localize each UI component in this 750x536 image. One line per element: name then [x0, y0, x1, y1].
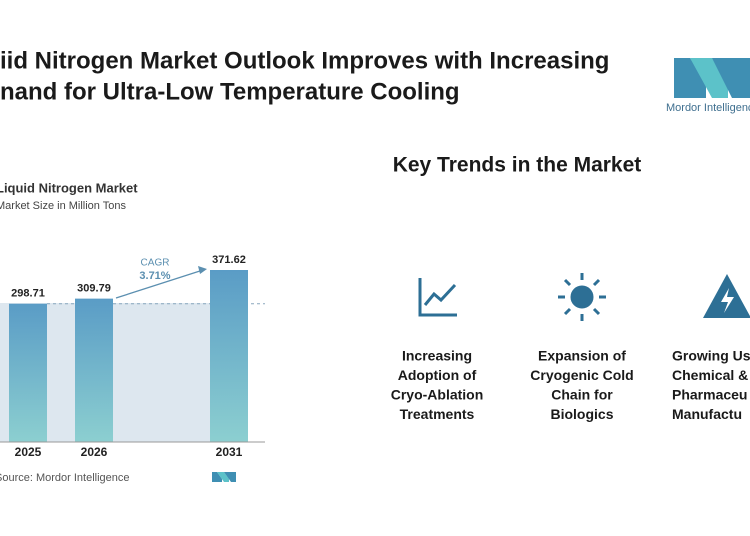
icon-ray [563, 307, 572, 316]
value-label: 371.62 [212, 254, 246, 266]
trend-text: Cryogenic Cold [530, 367, 633, 383]
chart-title: Liquid Nitrogen Market [0, 180, 138, 195]
title-line: iid Nitrogen Market Outlook Improves wit… [0, 47, 609, 74]
trends-heading: Key Trends in the Market [393, 154, 642, 177]
icon-ray [592, 278, 601, 287]
icon-sun [558, 273, 606, 321]
cagr-arrowhead [198, 266, 207, 274]
trend-text: Adoption of [398, 367, 477, 383]
trend-text: Growing Us [672, 348, 750, 364]
icon-ray [563, 278, 572, 287]
logo-shape [712, 58, 750, 98]
icon-line [423, 283, 457, 306]
chart-subtitle: Market Size in Million Tons [0, 200, 127, 212]
logo [674, 58, 750, 98]
logo-shape [212, 472, 222, 482]
trend-text: Expansion of [538, 348, 626, 364]
x-tick-label: 2031 [216, 445, 243, 459]
logo-text: Mordor Intelligence [666, 102, 750, 114]
x-tick-label: 2026 [81, 445, 108, 459]
logo-shape [217, 472, 229, 482]
trend-text: Chemical & [672, 367, 748, 383]
title-line: nand for Ultra-Low Temperature Cooling [0, 78, 460, 105]
trend-text: Increasing [402, 348, 472, 364]
trend-text: Treatments [400, 406, 475, 422]
source: Source: Mordor Intelligence [0, 472, 130, 484]
value-label: 298.71 [11, 288, 45, 300]
icon-core [570, 285, 594, 309]
icon-ray [592, 307, 601, 316]
bar [9, 303, 47, 442]
icon-chart [418, 278, 457, 317]
cagr-arrow [115, 269, 204, 299]
bar [75, 298, 113, 442]
value-label: 309.79 [77, 283, 111, 295]
trend-text: Cryo-Ablation [391, 387, 484, 403]
small-logo [212, 472, 236, 482]
x-tick-label: 2025 [15, 445, 42, 459]
trend-text: Manufactu [672, 406, 742, 422]
trend-text: Pharmaceu [672, 387, 747, 403]
trend-text: Biologics [550, 406, 613, 422]
icon-axes [418, 278, 457, 317]
icon-bolt [721, 288, 734, 313]
bar [210, 270, 248, 442]
cagr-value: 3.71% [139, 270, 170, 282]
logo-shape [674, 58, 706, 98]
cagr-label: CAGR [141, 258, 170, 269]
trend-text: Chain for [551, 387, 613, 403]
icon-warning [703, 274, 750, 318]
logo-shape [224, 472, 236, 482]
